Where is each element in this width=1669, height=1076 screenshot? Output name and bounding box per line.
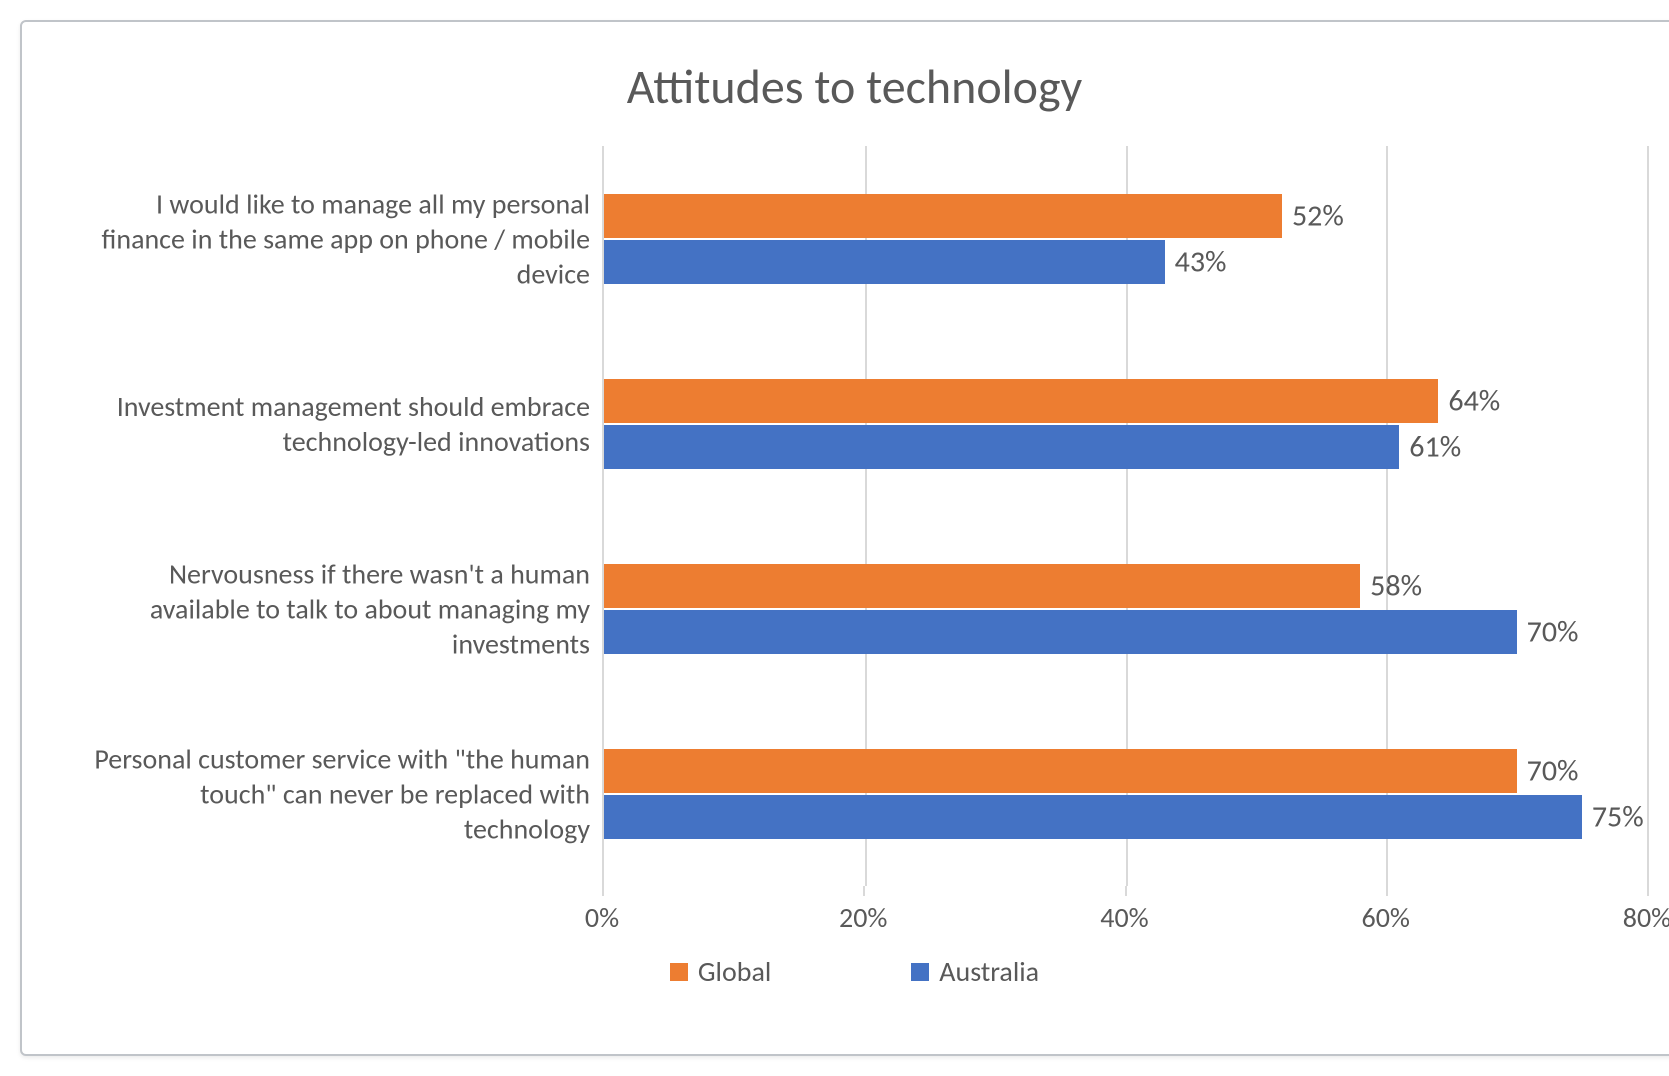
x-tick-label: 20%: [839, 900, 887, 935]
category-label: Personal customer service with "the huma…: [70, 741, 590, 846]
legend-item: Australia: [911, 954, 1039, 989]
bar-australia: 43%: [604, 240, 1165, 284]
bars-area: 52%43%64%61%58%70%70%75%: [602, 146, 1647, 886]
grid-line: [1647, 146, 1649, 886]
x-tick: [1125, 886, 1127, 896]
x-tick-label: 80%: [1623, 900, 1669, 935]
plot-area: I would like to manage all my personal f…: [62, 146, 1647, 886]
chart-container: Attitudes to technology I would like to …: [20, 20, 1669, 1056]
bar-australia: 70%: [604, 610, 1517, 654]
category-label: Investment management should embrace tec…: [70, 389, 590, 459]
y-axis-labels: I would like to manage all my personal f…: [62, 146, 602, 886]
bar-value-label: 52%: [1292, 197, 1344, 234]
bar-global: 64%: [604, 379, 1438, 423]
x-tick: [1647, 886, 1649, 896]
x-axis-ticks: 0%20%40%60%80%: [602, 886, 1647, 936]
x-tick: [602, 886, 604, 896]
legend-swatch: [911, 963, 929, 981]
category-label: Nervousness if there wasn't a human avai…: [70, 556, 590, 661]
bar-value-label: 75%: [1592, 798, 1644, 835]
legend: Global Australia: [62, 954, 1647, 989]
legend-swatch: [670, 963, 688, 981]
legend-item: Global: [670, 954, 771, 989]
x-tick: [1386, 886, 1388, 896]
bar-australia: 75%: [604, 795, 1582, 839]
bar-australia: 61%: [604, 425, 1399, 469]
x-tick: [863, 886, 865, 896]
x-tick-label: 40%: [1100, 900, 1148, 935]
bar-value-label: 61%: [1409, 428, 1461, 465]
x-tick-label: 0%: [585, 900, 619, 935]
chart-title: Attitudes to technology: [62, 57, 1647, 116]
bar-global: 70%: [604, 749, 1517, 793]
x-tick-label: 60%: [1362, 900, 1410, 935]
legend-label: Global: [698, 954, 771, 989]
bar-value-label: 43%: [1175, 243, 1227, 280]
legend-label: Australia: [939, 954, 1039, 989]
bar-global: 58%: [604, 564, 1360, 608]
bar-value-label: 70%: [1527, 613, 1579, 650]
category-label: I would like to manage all my personal f…: [70, 186, 590, 291]
bar-value-label: 64%: [1448, 382, 1500, 419]
bar-value-label: 70%: [1527, 752, 1579, 789]
bar-value-label: 58%: [1370, 567, 1422, 604]
x-axis: 0%20%40%60%80%: [62, 886, 1647, 936]
bar-global: 52%: [604, 194, 1282, 238]
